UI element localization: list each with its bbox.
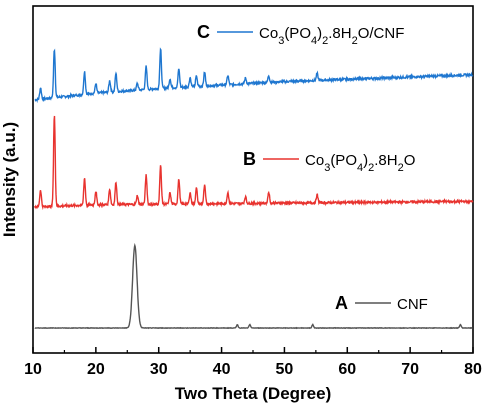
x-tick-label: 40 — [213, 361, 231, 378]
series-line-A — [34, 242, 473, 330]
x-tick-label: 70 — [401, 361, 419, 378]
legend-entry-B: B Co3(PO4)2.8H2O — [243, 149, 415, 174]
legend-label: CNF — [397, 296, 428, 313]
legend-label: Co3(PO4)2.8H2O/CNF — [259, 25, 404, 47]
legend-letter: A — [335, 293, 348, 313]
x-axis-title: Two Theta (Degree) — [175, 384, 331, 403]
x-tick-label: 50 — [276, 361, 294, 378]
x-tick-label: 60 — [338, 361, 356, 378]
x-tick-label: 20 — [87, 361, 105, 378]
legend-letter: C — [197, 22, 210, 42]
x-axis-ticks: 10 20 30 40 50 60 70 80 — [24, 347, 482, 378]
series-line-C — [34, 47, 474, 104]
y-axis-title: Intensity (a.u.) — [0, 122, 19, 237]
x-tick-label: 30 — [150, 361, 168, 378]
legend-letter: B — [243, 149, 256, 169]
series-layer — [34, 47, 474, 330]
legend-entry-A: A CNF — [335, 293, 428, 313]
legend-entry-C: C Co3(PO4)2.8H2O/CNF — [197, 22, 404, 47]
legend-layer: C Co3(PO4)2.8H2O/CNF B Co3(PO4)2.8H2O A CNF — [197, 22, 428, 313]
legend-label: Co3(PO4)2.8H2O — [305, 152, 415, 174]
x-tick-label: 10 — [24, 361, 42, 378]
x-tick-label: 80 — [464, 361, 482, 378]
series-line-B — [34, 115, 474, 211]
